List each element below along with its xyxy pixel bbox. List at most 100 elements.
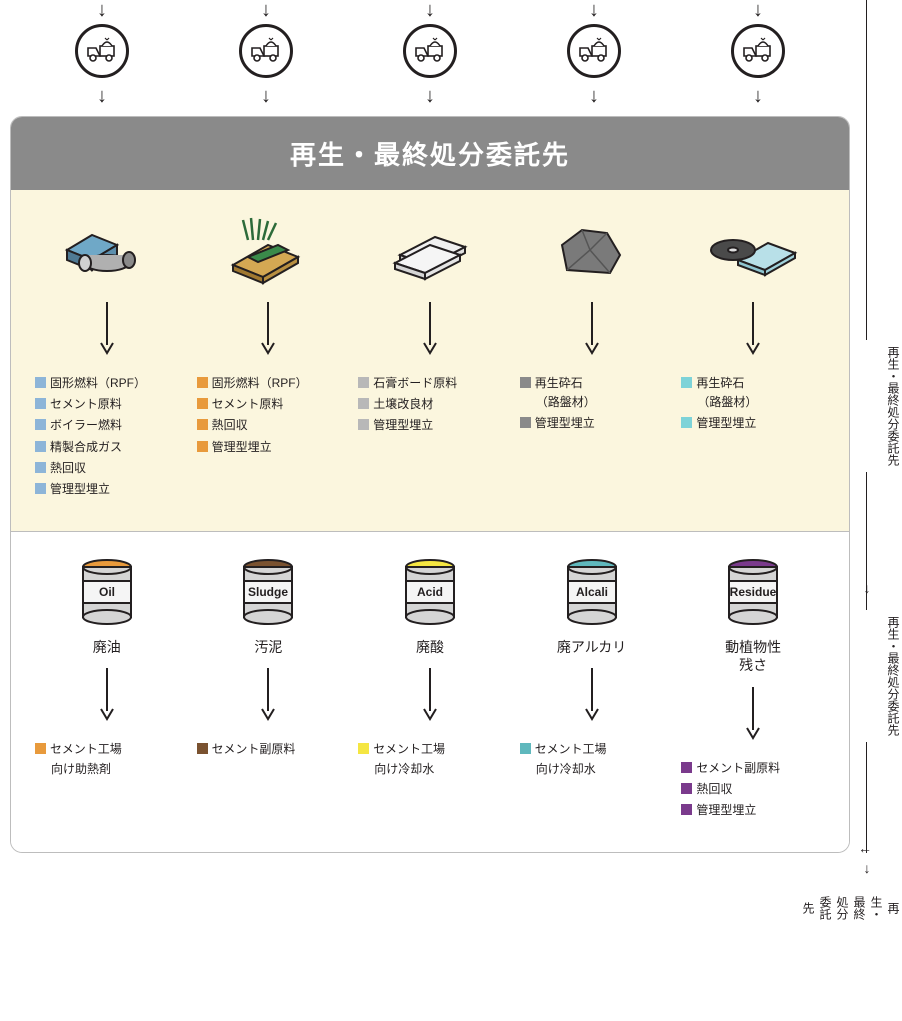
down-arrow-icon	[97, 300, 117, 360]
side-label-2: 再生・最終処分委託先	[860, 610, 902, 742]
svg-text:Residue: Residue	[730, 585, 777, 599]
list-item: 熱回収	[197, 416, 345, 435]
side-arrow-left: ←	[858, 840, 872, 856]
truck-icon	[239, 24, 293, 78]
arrow-out-icon: ↓	[97, 86, 107, 106]
list-item: セメント副原料	[681, 759, 829, 778]
material-column: 再生砕石（路盤材） 管理型埋立	[677, 210, 829, 501]
arrow-in-icon: ↓	[753, 0, 763, 20]
main-column: ↓ ↓ ↓ ↓ ↓	[0, 0, 860, 853]
list-item: セメント原料	[197, 395, 345, 414]
item-list: 固形燃料（RPF）セメント原料ボイラー燃料精製合成ガス熱回収管理型埋立	[31, 374, 183, 501]
waste-can-icon: Sludge	[233, 552, 303, 632]
list-item: 精製合成ガス	[35, 438, 183, 457]
material-icon	[218, 210, 318, 290]
lower-section: Oil 廃油 セメント工場向け助熱剤 Sludge 汚泥 セメント副原料	[11, 531, 849, 852]
arrow-in-icon: ↓	[97, 0, 107, 20]
side-label-1: 再生・最終処分委託先	[860, 340, 902, 472]
list-item: 管理型埋立	[197, 438, 345, 457]
list-item: 管理型埋立	[681, 801, 829, 820]
list-item: 再生砕石	[520, 374, 668, 393]
list-item: （路盤材）	[681, 393, 829, 412]
material-icon	[542, 210, 642, 290]
truck-icon	[403, 24, 457, 78]
list-item: ボイラー燃料	[35, 416, 183, 435]
item-list: セメント工場向け助熱剤	[31, 740, 183, 780]
side-arrow-2: ↓	[860, 860, 874, 876]
list-item: 向け冷却水	[520, 760, 668, 779]
upper-section: 固形燃料（RPF）セメント原料ボイラー燃料精製合成ガス熱回収管理型埋立 固形燃料…	[11, 190, 849, 531]
item-list: 再生砕石（路盤材） 管理型埋立	[516, 374, 668, 436]
waste-column: Residue 動植物性残さ セメント副原料熱回収管理型埋立	[677, 552, 829, 822]
material-column: 固形燃料（RPF）セメント原料ボイラー燃料精製合成ガス熱回収管理型埋立	[31, 210, 183, 501]
down-arrow-icon	[258, 300, 278, 360]
svg-text:Sludge: Sludge	[248, 585, 288, 599]
down-arrow-icon	[97, 666, 117, 726]
arrow-out-icon: ↓	[589, 86, 599, 106]
list-item: 土壌改良材	[358, 395, 506, 414]
item-list: 再生砕石（路盤材） 管理型埋立	[677, 374, 829, 436]
waste-column: Sludge 汚泥 セメント副原料	[193, 552, 345, 822]
truck-cell: ↓ ↓	[348, 0, 512, 116]
item-list: セメント工場向け冷却水	[354, 740, 506, 780]
list-item: セメント工場	[358, 740, 506, 759]
arrow-in-icon: ↓	[425, 0, 435, 20]
material-icon	[57, 210, 157, 290]
truck-cell: ↓ ↓	[184, 0, 348, 116]
truck-icon	[731, 24, 785, 78]
waste-label: 廃油	[93, 638, 121, 656]
list-item: 管理型埋立	[358, 416, 506, 435]
svg-text:Alcali: Alcali	[576, 585, 608, 599]
material-column: 石膏ボード原料土壌改良材管理型埋立	[354, 210, 506, 501]
item-list: 石膏ボード原料土壌改良材管理型埋立	[354, 374, 506, 438]
waste-label: 動植物性残さ	[725, 638, 781, 674]
list-item: （路盤材）	[520, 393, 668, 412]
diagram-wrapper: ↓ ↓ ↓ ↓ ↓	[0, 0, 902, 853]
waste-label: 廃アルカリ	[557, 638, 626, 656]
arrow-in-icon: ↓	[261, 0, 271, 20]
svg-text:Acid: Acid	[417, 585, 443, 599]
truck-cell: ↓ ↓	[20, 0, 184, 116]
waste-label: 廃酸	[416, 638, 444, 656]
list-item: 再生砕石	[681, 374, 829, 393]
list-item: 熱回収	[681, 780, 829, 799]
list-item: セメント工場	[520, 740, 668, 759]
down-arrow-icon	[420, 666, 440, 726]
list-item: 管理型埋立	[520, 414, 668, 433]
down-arrow-icon	[743, 300, 763, 360]
list-item: 管理型埋立	[681, 414, 829, 433]
truck-icon	[75, 24, 129, 78]
list-item: セメント工場	[35, 740, 183, 759]
waste-can-icon: Oil	[72, 552, 142, 632]
side-arrow-1: ↓	[860, 580, 874, 596]
waste-column: Acid 廃酸 セメント工場向け冷却水	[354, 552, 506, 822]
list-item: 管理型埋立	[35, 480, 183, 499]
list-item: 向け助熱剤	[35, 760, 183, 779]
down-arrow-icon	[582, 300, 602, 360]
item-list: セメント工場向け冷却水	[516, 740, 668, 780]
truck-icon	[567, 24, 621, 78]
list-item: セメント副原料	[197, 740, 345, 759]
panel-title: 再生・最終処分委託先	[11, 117, 849, 190]
truck-cell: ↓ ↓	[676, 0, 840, 116]
material-icon	[703, 210, 803, 290]
material-column: 固形燃料（RPF）セメント原料熱回収管理型埋立	[193, 210, 345, 501]
truck-row: ↓ ↓ ↓ ↓ ↓	[0, 0, 860, 116]
waste-can-icon: Residue	[718, 552, 788, 632]
down-arrow-icon	[420, 300, 440, 360]
arrow-out-icon: ↓	[753, 86, 763, 106]
waste-can-icon: Acid	[395, 552, 465, 632]
list-item: 向け冷却水	[358, 760, 506, 779]
material-icon	[380, 210, 480, 290]
svg-text:Oil: Oil	[99, 585, 115, 599]
side-column: 再生・最終処分委託先 ↓ 再生・最終処分委託先 ← ↓ 再生・最終処分委託先	[860, 0, 902, 853]
list-item: 固形燃料（RPF）	[35, 374, 183, 393]
list-item: セメント原料	[35, 395, 183, 414]
arrow-out-icon: ↓	[425, 86, 435, 106]
waste-can-icon: Alcali	[557, 552, 627, 632]
item-list: セメント副原料	[193, 740, 345, 761]
item-list: セメント副原料熱回収管理型埋立	[677, 759, 829, 823]
main-panel: 再生・最終処分委託先 固形燃料（RPF）セメント原料ボイラー燃料精製合成ガス熱回…	[10, 116, 850, 853]
arrow-in-icon: ↓	[589, 0, 599, 20]
waste-label: 汚泥	[254, 638, 282, 656]
